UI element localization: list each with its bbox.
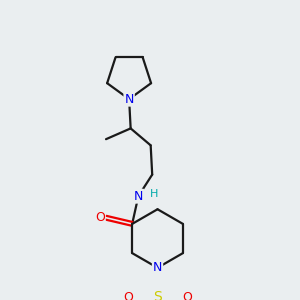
Text: N: N bbox=[124, 93, 134, 106]
Text: S: S bbox=[153, 290, 162, 300]
Text: O: O bbox=[123, 290, 133, 300]
Text: N: N bbox=[153, 261, 162, 274]
Text: H: H bbox=[150, 189, 158, 199]
Text: O: O bbox=[182, 290, 192, 300]
Text: N: N bbox=[134, 190, 143, 203]
Text: O: O bbox=[95, 211, 105, 224]
